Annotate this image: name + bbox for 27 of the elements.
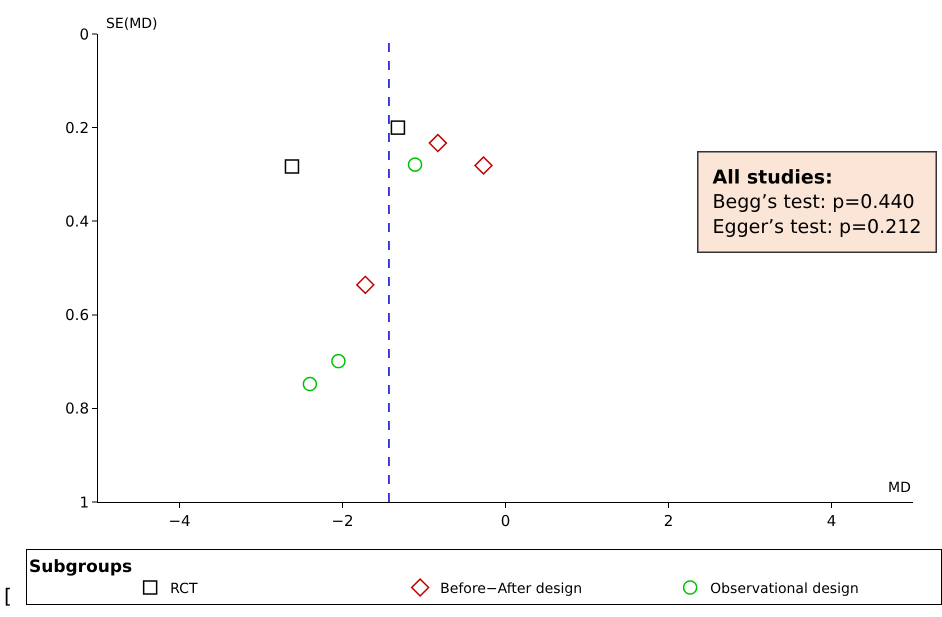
x-axis-title: MD: [888, 480, 911, 496]
legend-title: Subgroups: [29, 556, 132, 577]
x-tick-label: 4: [826, 512, 836, 530]
annotation: All studies: Begg’s test: p=0.440 Egger’s test: p=0.212: [712, 166, 922, 238]
y-tick-label: 0.4: [65, 212, 89, 230]
y-axis-title: SE(MD): [106, 16, 158, 32]
legend-label: Observational design: [710, 580, 859, 597]
text: [: [4, 584, 12, 608]
legend-label: RCT: [170, 580, 198, 597]
x-tick-label: 0: [500, 512, 510, 530]
y-tick-label: 0: [79, 25, 89, 44]
x-tick-label: −2: [331, 512, 354, 530]
point: [356, 276, 375, 294]
point: [408, 157, 422, 172]
y-tick-label: 1: [79, 493, 89, 512]
point: [428, 134, 448, 152]
point: [284, 159, 300, 174]
y-tick-label: 0.6: [65, 306, 89, 324]
legend-label: Before−After design: [440, 580, 582, 597]
point: [390, 120, 406, 135]
y-tick-label: 0.8: [65, 400, 89, 418]
point: [474, 156, 493, 175]
x-tick-label: 2: [664, 512, 674, 530]
x-tick-label: −4: [168, 512, 191, 530]
point: [331, 354, 346, 368]
y-tick-label: 0.2: [65, 118, 89, 137]
point: [302, 376, 318, 392]
